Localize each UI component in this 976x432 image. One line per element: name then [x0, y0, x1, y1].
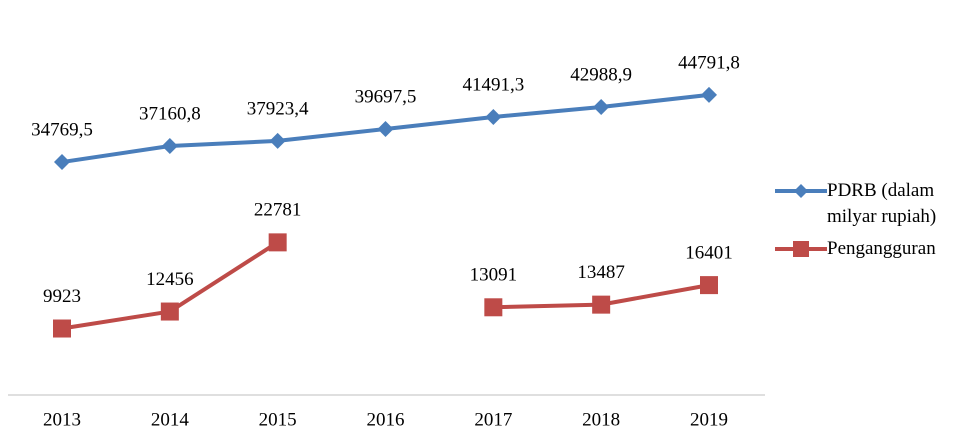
marker [484, 298, 503, 317]
marker [161, 138, 178, 155]
data-label: 44791,8 [678, 52, 740, 73]
data-label: 12456 [146, 269, 194, 290]
marker [592, 295, 611, 314]
data-label: 41491,3 [462, 74, 524, 95]
marker [701, 86, 717, 103]
x-tick-label: 2015 [259, 409, 297, 430]
marker [377, 121, 394, 138]
data-label: 34769,5 [31, 119, 93, 140]
legend-label: Pengangguran [827, 238, 936, 259]
marker [53, 319, 71, 338]
legend-swatch [775, 184, 827, 198]
x-tick-label: 2014 [151, 409, 190, 430]
data-label: 42988,9 [570, 64, 632, 85]
data-label: 13487 [577, 262, 625, 283]
data-label: 37160,8 [139, 103, 201, 124]
marker [269, 132, 286, 149]
x-tick-label: 2013 [43, 409, 81, 430]
marker [160, 302, 179, 321]
legend-swatch [775, 241, 827, 257]
data-label: 16401 [685, 242, 733, 263]
legend-item: Pengangguran [775, 236, 976, 262]
marker [268, 233, 287, 252]
x-tick-label: 2018 [582, 409, 620, 430]
marker [700, 276, 718, 295]
marker [593, 98, 610, 115]
data-label: 39697,5 [355, 86, 417, 107]
x-tick-label: 2016 [367, 409, 405, 430]
data-label: 9923 [43, 286, 81, 307]
legend-item: PDRB (dalam milyar rupiah) [775, 178, 976, 230]
data-label: 37923,4 [247, 98, 309, 119]
data-label: 22781 [254, 200, 302, 221]
x-tick-label: 2019 [690, 409, 728, 430]
legend-label: PDRB (dalam milyar rupiah) [827, 180, 937, 227]
marker [54, 154, 70, 171]
data-label: 13091 [470, 265, 518, 286]
x-tick-label: 2017 [474, 409, 512, 430]
marker [485, 109, 502, 126]
